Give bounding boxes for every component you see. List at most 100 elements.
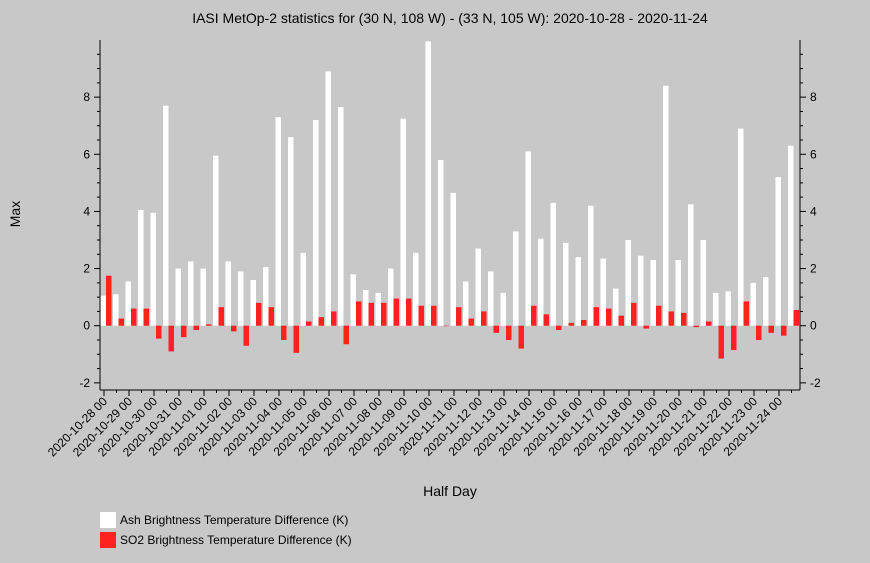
so2-bar: [381, 302, 387, 326]
ash-bar: [300, 252, 306, 326]
so2-bar: [318, 317, 324, 326]
ash-bar: [200, 268, 206, 326]
legend-label-ash: Ash Brightness Temperature Difference (K…: [120, 513, 348, 527]
so2-bar: [418, 305, 424, 326]
so2-bar: [281, 325, 287, 340]
so2-bar: [231, 325, 237, 332]
so2-bar: [243, 325, 249, 346]
so2-bar: [131, 308, 137, 326]
ash-bar: [163, 105, 169, 326]
ash-bar: [463, 281, 469, 326]
ash-bar: [225, 261, 231, 326]
ash-bar: [400, 118, 406, 326]
ash-bar: [613, 288, 619, 326]
so2-bar: [518, 325, 524, 349]
ash-bar: [350, 274, 356, 326]
ash-bar: [713, 292, 719, 326]
ash-bar: [438, 160, 444, 326]
ash-bar: [375, 292, 381, 326]
ash-bar: [663, 85, 669, 326]
y-tick-label-right: 2: [810, 262, 817, 276]
so2-bar: [431, 305, 437, 326]
ash-bar: [425, 41, 431, 326]
ash-bar: [338, 107, 344, 326]
ash-bar: [513, 231, 519, 326]
ash-bar: [113, 294, 119, 326]
ash-bar: [238, 271, 244, 326]
ash-bar: [550, 202, 556, 326]
so2-bar: [781, 325, 787, 336]
y-axis-label: Max: [7, 201, 23, 227]
x-axis-label: Half Day: [423, 483, 477, 499]
so2-bar: [556, 325, 562, 330]
so2-bar: [368, 302, 374, 326]
so2-bar: [568, 322, 574, 326]
ash-bar: [700, 240, 706, 326]
so2-bar: [706, 321, 712, 326]
so2-bar: [581, 320, 587, 326]
ash-bar: [775, 177, 781, 326]
ash-bar: [675, 260, 681, 326]
so2-bar: [493, 325, 499, 333]
so2-bar: [206, 324, 212, 326]
ash-bar: [538, 238, 544, 326]
legend-label-so2: SO2 Brightness Temperature Difference (K…: [120, 533, 352, 547]
ash-bar: [275, 117, 281, 326]
so2-bar: [443, 325, 449, 327]
ash-bar: [188, 261, 194, 326]
y-tick-label-right: 4: [810, 204, 817, 218]
y-tick-label-left: 2: [83, 262, 90, 276]
so2-bar: [631, 302, 637, 326]
so2-bar: [668, 311, 674, 326]
so2-bar: [756, 325, 762, 340]
ash-bar: [525, 151, 531, 326]
so2-bar: [531, 305, 537, 326]
so2-bar: [268, 307, 274, 326]
ash-bar: [725, 291, 731, 326]
ash-bar: [263, 267, 269, 326]
y-tick-label-left: -2: [79, 376, 90, 390]
so2-bar: [731, 325, 737, 350]
so2-bar: [468, 318, 474, 326]
ash-bar: [488, 271, 494, 326]
ash-bar: [625, 240, 631, 326]
so2-bar: [393, 298, 399, 326]
ash-bar: [250, 280, 256, 326]
so2-bar: [593, 307, 599, 326]
so2-bar: [168, 325, 174, 352]
ash-bar: [563, 242, 569, 326]
so2-bar: [218, 307, 224, 326]
so2-bar: [656, 305, 662, 326]
ash-bar: [763, 277, 769, 326]
ash-bar: [150, 212, 156, 326]
y-tick-label-left: 6: [83, 147, 90, 161]
ash-bar: [313, 120, 319, 326]
so2-bar: [143, 308, 149, 326]
legend-swatch-so2: [100, 532, 116, 548]
ash-bar: [638, 255, 644, 326]
so2-bar: [681, 312, 687, 326]
ash-bar: [125, 281, 131, 326]
ash-bar: [363, 290, 369, 326]
legend: Ash Brightness Temperature Difference (K…: [100, 512, 352, 548]
ash-bar: [450, 192, 456, 326]
so2-bar: [331, 311, 337, 326]
y-tick-label-right: 0: [810, 319, 817, 333]
so2-bar: [181, 325, 187, 338]
so2-bar: [106, 275, 112, 326]
so2-bar: [618, 315, 624, 326]
ash-bar: [213, 155, 219, 326]
y-tick-label-right: 8: [810, 90, 817, 104]
ash-bar: [575, 257, 581, 326]
ash-bar: [738, 128, 744, 326]
so2-bar: [768, 325, 774, 333]
so2-bar: [793, 310, 799, 326]
chart-title: IASI MetOp-2 statistics for (30 N, 108 W…: [192, 10, 708, 26]
ash-bar: [688, 204, 694, 326]
so2-bar: [343, 325, 349, 345]
ash-bar: [388, 268, 394, 326]
so2-bar: [356, 301, 362, 326]
